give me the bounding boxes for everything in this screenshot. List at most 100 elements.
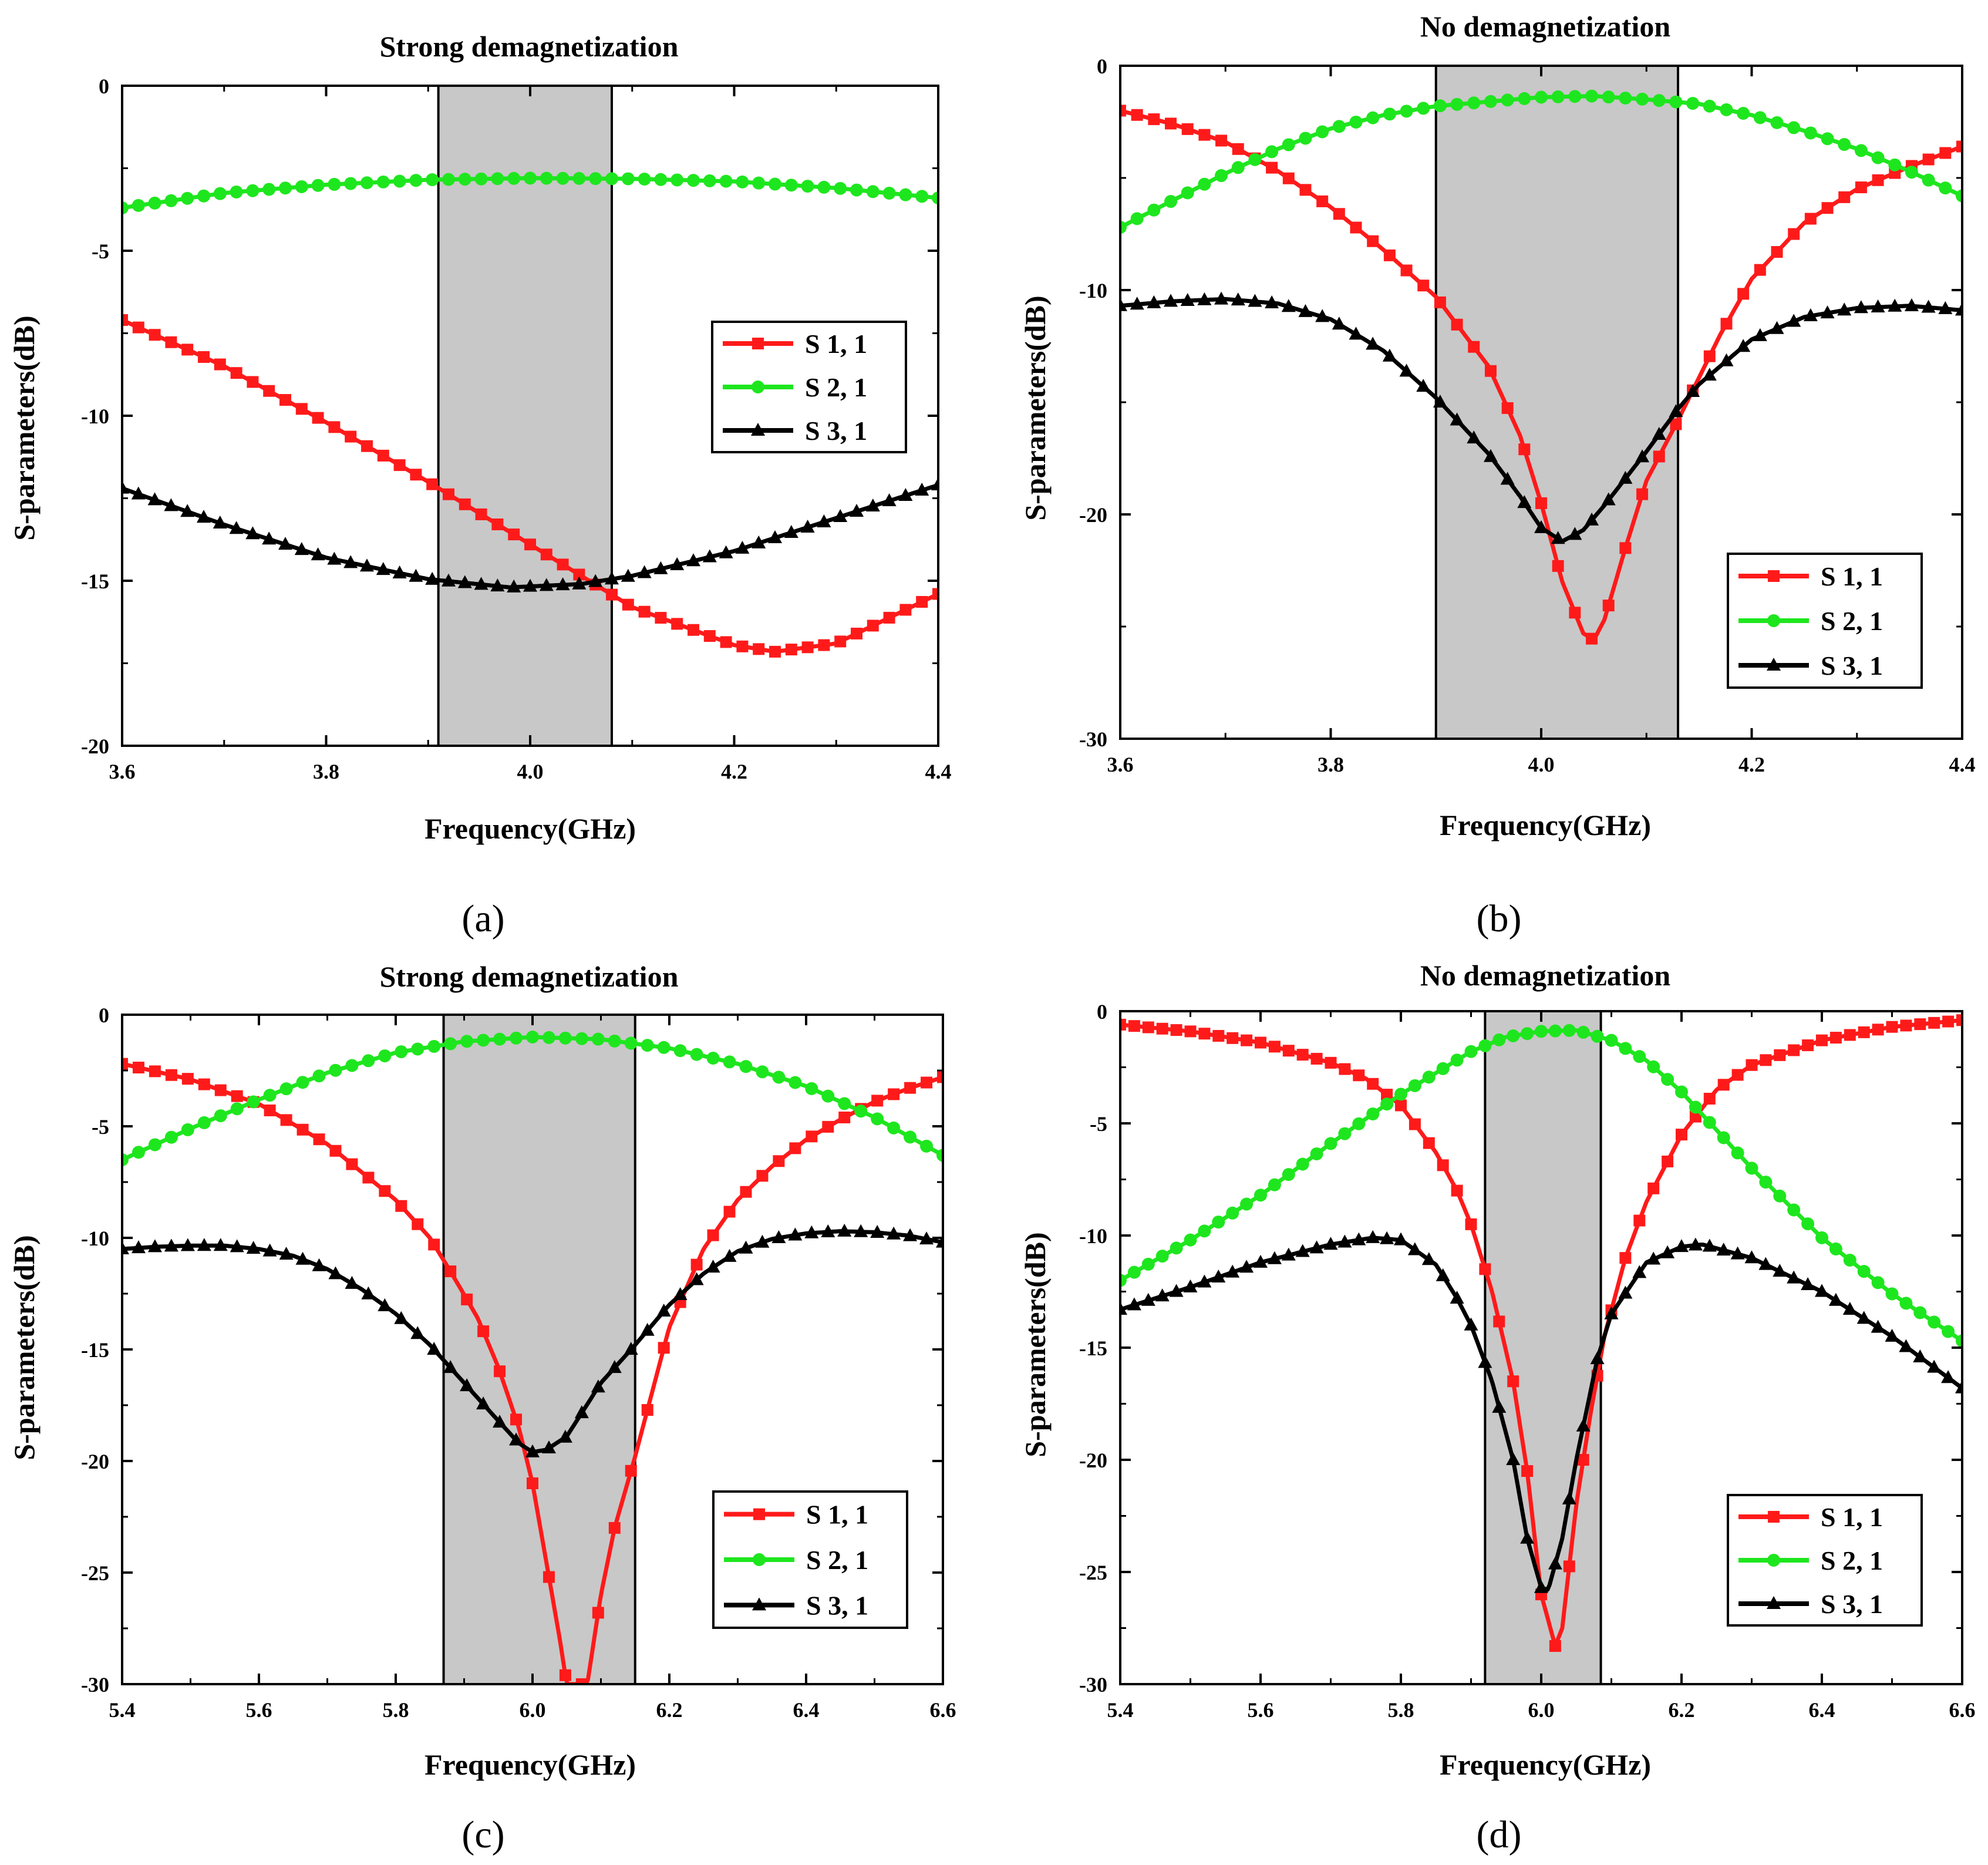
- data-point: [1788, 228, 1800, 240]
- data-point: [1802, 1039, 1814, 1052]
- x-tick-label: 5.6: [1248, 1698, 1274, 1722]
- data-point: [1563, 1560, 1575, 1573]
- data-point: [1120, 1302, 1127, 1315]
- data-point: [1921, 299, 1936, 313]
- data-point: [575, 1032, 588, 1045]
- data-point: [1197, 1274, 1212, 1288]
- data-point: [1855, 181, 1867, 194]
- data-point: [1395, 1099, 1407, 1112]
- data-point: [1254, 1189, 1267, 1202]
- data-point: [1661, 1073, 1674, 1086]
- data-point: [706, 1052, 720, 1065]
- data-point: [543, 1571, 555, 1583]
- data-point: [524, 538, 536, 551]
- data-point: [1212, 1030, 1225, 1042]
- data-point: [1774, 1049, 1786, 1061]
- data-point: [638, 173, 651, 186]
- data-point: [653, 561, 668, 574]
- data-point: [1349, 326, 1363, 340]
- data-point: [1730, 1246, 1745, 1260]
- data-point: [1828, 1292, 1843, 1306]
- x-tick-label: 5.8: [1388, 1698, 1414, 1722]
- y-tick-label: -5: [92, 1115, 109, 1139]
- data-point: [753, 643, 765, 655]
- data-point: [1904, 298, 1919, 312]
- x-tick-label: 4.0: [1528, 753, 1555, 776]
- data-point: [1483, 449, 1498, 462]
- data-point: [459, 498, 471, 510]
- panel-label: (a): [461, 897, 504, 940]
- data-point: [1689, 1110, 1701, 1123]
- data-point: [658, 1342, 670, 1354]
- data-point: [214, 358, 226, 371]
- data-point: [1838, 191, 1851, 203]
- data-point: [1731, 1146, 1744, 1160]
- data-point: [1922, 173, 1935, 187]
- data-point: [1353, 1069, 1365, 1082]
- plot-area: 3.6 3.8 4.0 4.2 4.40-5-10-15-20S 1, 1S 2, 1S…: [81, 75, 952, 783]
- data-point: [525, 1444, 540, 1457]
- data-point: [850, 503, 864, 517]
- data-point: [1905, 166, 1918, 179]
- data-point: [1604, 1306, 1619, 1319]
- data-point: [279, 1082, 293, 1096]
- data-point: [1478, 1039, 1492, 1052]
- data-point: [362, 1054, 375, 1068]
- data-point: [1225, 1264, 1240, 1278]
- y-tick-label: -30: [81, 1673, 109, 1696]
- data-point: [1141, 1257, 1155, 1271]
- data-point: [510, 1031, 523, 1045]
- data-point: [1120, 298, 1127, 311]
- y-tick-label: -5: [92, 240, 109, 263]
- data-point: [164, 1130, 178, 1144]
- data-point: [377, 449, 389, 462]
- data-point: [263, 385, 275, 397]
- data-point: [1871, 299, 1885, 313]
- data-point: [1551, 531, 1565, 544]
- data-point: [1602, 90, 1615, 104]
- chart-c: Strong demagnetization 5.4 5.6 5.8 6.0 6.2 6.…: [8, 960, 956, 1856]
- data-point: [1551, 90, 1565, 103]
- data-point: [1956, 140, 1962, 153]
- x-axis-label: Frequency(GHz): [424, 812, 636, 845]
- data-point: [213, 187, 227, 200]
- data-point: [785, 644, 797, 656]
- data-point: [1316, 125, 1329, 139]
- data-point: [458, 173, 471, 186]
- data-point: [1534, 520, 1548, 533]
- data-point: [817, 514, 831, 527]
- data-point: [1240, 1197, 1254, 1211]
- series-s21: [122, 171, 938, 214]
- data-point: [690, 1258, 703, 1271]
- data-point: [1492, 1033, 1506, 1046]
- data-point: [867, 620, 879, 632]
- x-tick-label: 3.8: [313, 760, 339, 783]
- data-point: [591, 1379, 605, 1393]
- data-point: [164, 194, 178, 207]
- data-point: [360, 176, 373, 190]
- data-point: [1899, 1297, 1913, 1310]
- data-point: [1787, 121, 1801, 134]
- data-point: [523, 578, 537, 592]
- y-tick-label: -10: [1079, 279, 1107, 302]
- data-point: [1350, 221, 1362, 234]
- data-point: [817, 180, 831, 194]
- data-point: [329, 1144, 342, 1157]
- data-point: [707, 1229, 719, 1241]
- data-point: [1380, 1231, 1394, 1244]
- data-point: [1281, 299, 1296, 312]
- data-point: [1871, 151, 1885, 164]
- data-point: [1618, 470, 1633, 484]
- data-point: [1338, 1127, 1352, 1140]
- data-point: [1120, 105, 1126, 117]
- data-point: [1296, 1157, 1309, 1171]
- data-point: [148, 196, 161, 210]
- data-point: [395, 1045, 408, 1059]
- data-point: [1702, 1238, 1717, 1252]
- data-point: [1298, 304, 1313, 317]
- data-point: [361, 1286, 376, 1300]
- data-point: [509, 1432, 524, 1446]
- data-point: [608, 1522, 621, 1534]
- legend-marker: [1767, 1554, 1780, 1567]
- data-point: [460, 1378, 474, 1392]
